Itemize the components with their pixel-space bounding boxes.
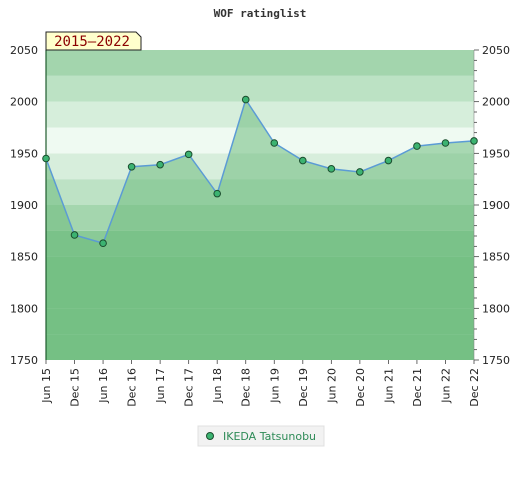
data-point[interactable] [299, 156, 307, 165]
y-tick-label-left: 2000 [10, 96, 38, 109]
x-tick-label: Dec 21 [411, 368, 424, 407]
data-point[interactable] [99, 239, 107, 248]
data-point[interactable] [441, 139, 450, 147]
y-tick-label-right: 1750 [482, 354, 510, 367]
x-tick-label: Dec 18 [240, 368, 253, 407]
x-tick-label: Jun 20 [325, 368, 338, 404]
area-fill [46, 99, 474, 360]
y-tick-label-right: 2000 [482, 96, 510, 109]
series-points [42, 95, 478, 248]
y-tick-label-left: 1900 [10, 199, 38, 212]
data-point[interactable] [213, 189, 221, 198]
y-tick-label-right: 1900 [482, 199, 510, 212]
data-point[interactable] [413, 142, 421, 150]
y-tick-label-left: 1750 [10, 354, 38, 367]
x-tick-label: Dec 20 [354, 368, 367, 407]
x-tick-label: Jun 17 [154, 368, 167, 404]
data-point[interactable] [270, 139, 279, 147]
band [46, 50, 474, 76]
series-line [45, 97, 475, 245]
y-ticks-right: 1750 1800 1850 1900 1950 2000 2050 [474, 44, 510, 367]
band [46, 75, 474, 102]
x-tick-label: Jun 15 [40, 368, 53, 404]
legend[interactable]: IKEDA Tatsunobu [197, 425, 325, 447]
legend-label: IKEDA Tatsunobu [223, 430, 316, 443]
period-label: 2015–2022 [54, 34, 130, 50]
y-ticks-left: 1750 1800 1850 1900 1950 2000 2050 [10, 44, 38, 367]
x-tick-label: Jun 22 [439, 368, 452, 404]
y-tick-label-right: 2050 [482, 44, 510, 57]
data-point[interactable] [127, 162, 136, 171]
legend-marker-icon [206, 432, 214, 440]
x-tick-label: Jun 16 [97, 368, 110, 404]
x-tick-label: Dec 17 [183, 368, 196, 407]
x-tick-label: Jun 21 [382, 368, 395, 404]
data-point[interactable] [241, 95, 250, 104]
x-tick-label: Dec 16 [126, 368, 139, 407]
data-point[interactable] [70, 231, 79, 239]
data-point[interactable] [156, 160, 164, 169]
y-tick-label-right: 1800 [482, 302, 510, 315]
x-tick-label: Dec 15 [69, 368, 82, 407]
y-tick-label-right: 1850 [482, 251, 510, 264]
chart-title: WOF ratinglist [214, 7, 307, 20]
data-point[interactable] [184, 150, 193, 159]
area-under-line [46, 99, 474, 360]
period-badge: 2015–2022 [45, 31, 142, 51]
data-point[interactable] [470, 137, 478, 145]
y-tick-label-left: 1800 [10, 302, 38, 315]
y-tick-label-left: 1950 [10, 147, 38, 160]
y-tick-label-left: 1850 [10, 251, 38, 264]
series-polyline [45, 97, 475, 245]
data-point[interactable] [327, 165, 336, 173]
x-tick-label: Jun 18 [211, 368, 224, 404]
x-tick-label: Dec 22 [468, 368, 481, 407]
x-tick-label: Jun 19 [268, 368, 281, 404]
y-tick-label-left: 2050 [10, 44, 38, 57]
y-tick-label-right: 1950 [482, 147, 510, 160]
data-point[interactable] [42, 154, 50, 163]
data-point[interactable] [384, 156, 393, 165]
data-point[interactable] [356, 168, 364, 176]
x-ticks: Jun 15 Dec 15 Jun 16 Dec 16 Jun 17 Dec 17 Jun … [40, 360, 481, 407]
x-tick-label: Dec 19 [297, 368, 310, 407]
